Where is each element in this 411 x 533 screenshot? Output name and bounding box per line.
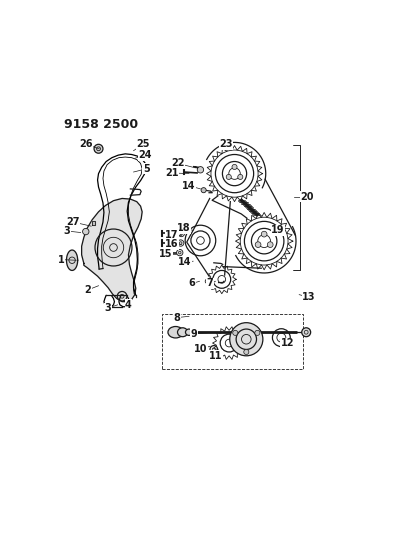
Circle shape [83, 229, 89, 235]
Circle shape [232, 164, 237, 169]
Circle shape [302, 328, 311, 337]
Circle shape [255, 242, 261, 247]
Polygon shape [92, 221, 95, 224]
Text: 23: 23 [219, 139, 233, 149]
Text: 14: 14 [178, 257, 191, 267]
Circle shape [244, 350, 249, 354]
Ellipse shape [185, 329, 192, 335]
Text: 16: 16 [165, 239, 178, 249]
Text: 9158 2500: 9158 2500 [64, 118, 138, 131]
Text: 25: 25 [136, 139, 150, 149]
Circle shape [230, 322, 263, 356]
Circle shape [178, 230, 185, 237]
Text: 24: 24 [139, 150, 152, 160]
Circle shape [94, 144, 103, 153]
Text: 17: 17 [165, 230, 178, 240]
Text: 21: 21 [165, 168, 178, 178]
Circle shape [233, 330, 238, 335]
Text: 2: 2 [85, 285, 91, 295]
Text: 10: 10 [194, 344, 207, 354]
Text: 26: 26 [79, 139, 92, 149]
Text: 14: 14 [182, 181, 196, 191]
Text: 13: 13 [302, 292, 316, 302]
Ellipse shape [178, 328, 188, 337]
Text: 11: 11 [209, 351, 222, 361]
Text: 6: 6 [189, 279, 196, 288]
Bar [162, 314, 303, 368]
Text: 12: 12 [281, 338, 294, 348]
Circle shape [197, 167, 203, 173]
Text: 15: 15 [159, 249, 172, 259]
Text: 9: 9 [191, 328, 197, 338]
Circle shape [201, 188, 206, 193]
Text: 8: 8 [174, 312, 180, 322]
Text: 3: 3 [63, 226, 70, 236]
Circle shape [238, 174, 243, 180]
Text: 27: 27 [66, 217, 80, 227]
Ellipse shape [168, 327, 183, 338]
Text: 1: 1 [58, 255, 65, 264]
Text: 5: 5 [143, 164, 150, 174]
Text: 18: 18 [177, 223, 190, 233]
Circle shape [177, 249, 183, 256]
Circle shape [178, 240, 184, 246]
Text: 7: 7 [207, 279, 213, 288]
Circle shape [255, 330, 260, 335]
Text: 20: 20 [300, 191, 314, 201]
Circle shape [261, 231, 267, 237]
Circle shape [267, 242, 273, 247]
Text: 22: 22 [171, 158, 185, 168]
Polygon shape [67, 250, 78, 270]
Text: 19: 19 [271, 225, 285, 235]
Polygon shape [82, 198, 142, 302]
Text: 4: 4 [125, 300, 132, 310]
Circle shape [226, 174, 231, 180]
Text: 3: 3 [105, 303, 111, 313]
